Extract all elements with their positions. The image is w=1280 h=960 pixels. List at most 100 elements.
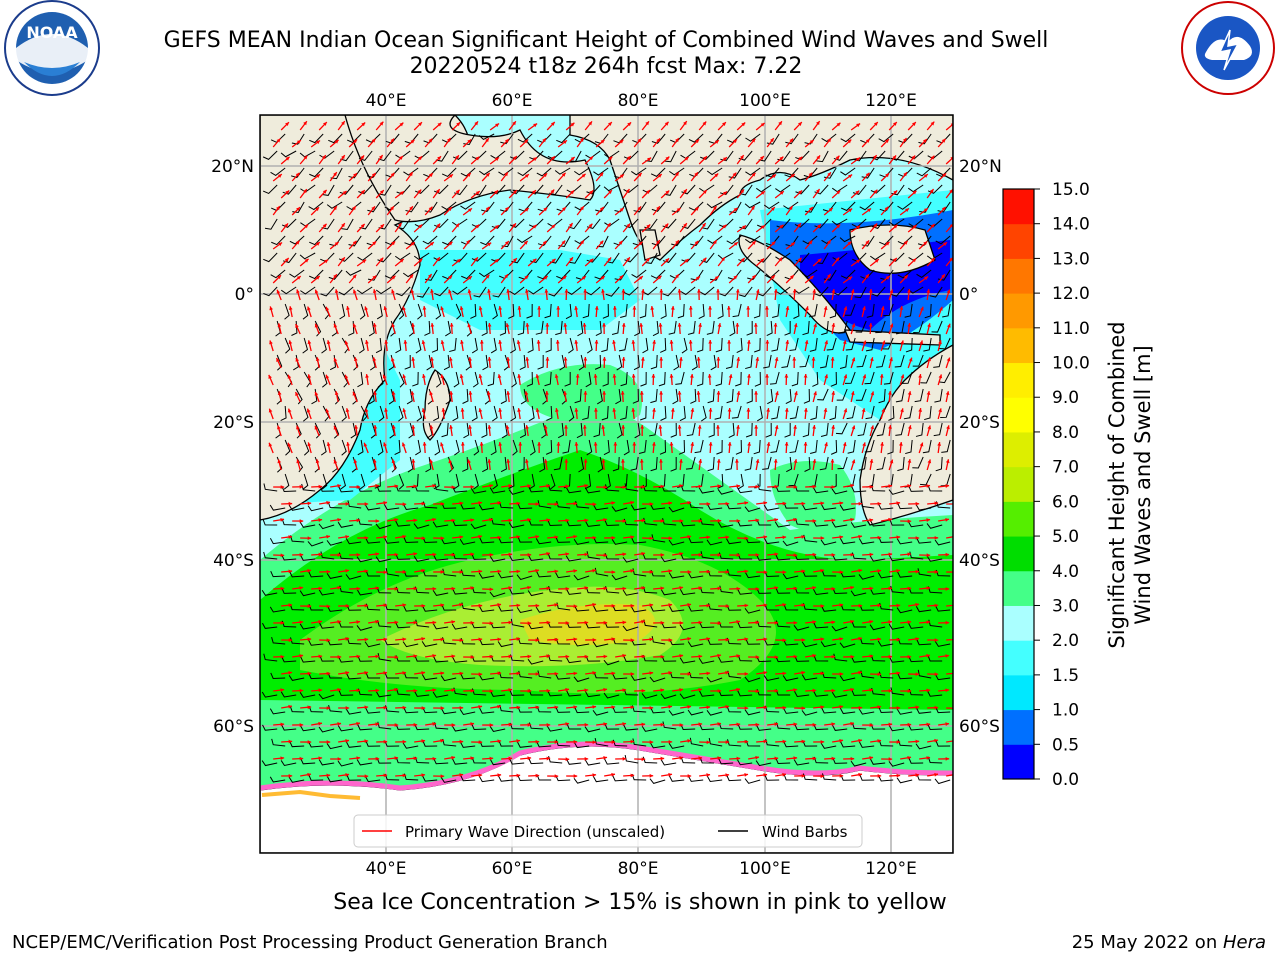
wind-barb (516, 607, 533, 613)
wave-arrow-head (668, 569, 673, 574)
wind-barb (839, 538, 856, 545)
wave-arrow-head (326, 442, 331, 447)
wave-arrow-head (550, 189, 555, 194)
lat-ticks-left: 20°N 0° 20°S 40°S 60°S (211, 157, 254, 737)
wave-arrow-head (945, 620, 950, 625)
wave-arrow-head (535, 739, 540, 744)
wind-barb (364, 641, 381, 648)
wave-arrow-head (619, 174, 624, 178)
wave-arrow-head (831, 722, 836, 727)
wave-arrow (946, 740, 953, 743)
wind-barb (553, 456, 563, 471)
wind-barb (289, 235, 305, 245)
wave-arrow-head (641, 654, 646, 659)
wave-arrow-head (440, 536, 445, 541)
wave-arrow-head (877, 535, 882, 540)
wave-arrow-head (773, 459, 778, 463)
wave-arrow-head (867, 208, 872, 213)
wind-barb (595, 201, 609, 213)
wave-arrow-head (417, 189, 422, 194)
colorbar-tick-label: 15.0 (1052, 180, 1090, 200)
wind-barb (535, 538, 552, 545)
wind-barb (878, 775, 894, 782)
wind-barb (789, 337, 799, 352)
wave-arrow-head (478, 534, 483, 539)
wind-barb (782, 573, 799, 580)
wind-barb (528, 554, 544, 561)
wave-arrow-head (422, 442, 427, 446)
wave-arrow-head (888, 484, 893, 489)
wave-arrow-head (276, 206, 280, 211)
wave-arrow-head (451, 586, 456, 591)
wave-arrow-head (668, 705, 673, 709)
wave-arrow-head (817, 258, 822, 263)
wind-barb (574, 388, 582, 404)
wind-barb (717, 488, 734, 495)
wave-arrow-head (949, 223, 953, 228)
wave-arrow-head (517, 374, 522, 378)
wave-arrow-head (687, 774, 692, 778)
wind-barb (737, 654, 753, 662)
wave-arrow-head (803, 374, 808, 378)
wave-arrow-head (372, 459, 377, 463)
wave-arrow-head (824, 442, 828, 447)
wave-arrow-head (322, 189, 327, 194)
wave-arrow-head (744, 569, 749, 574)
wave-arrow-head (896, 535, 901, 540)
wind-barb (630, 504, 647, 511)
wind-barb (358, 184, 373, 195)
wave-arrow-head (888, 722, 893, 727)
wind-barb (376, 586, 392, 594)
wind-barb (377, 439, 384, 456)
wave-arrow-head (779, 191, 784, 195)
wind-barb (395, 520, 411, 527)
wave-arrow-head (337, 655, 342, 659)
wave-arrow-head (698, 687, 703, 692)
wind-barb (593, 167, 609, 176)
wind-barb (453, 371, 460, 388)
wave-arrow-head (307, 705, 312, 710)
wave-arrow-head (536, 340, 541, 344)
wave-arrow-head (516, 671, 521, 676)
wave-arrow-head (778, 121, 782, 126)
wind-barb (309, 133, 324, 144)
wave-arrow-head (467, 276, 472, 280)
wind-barb (783, 741, 799, 748)
wave-arrow-head (679, 756, 684, 760)
wind-barb (622, 589, 639, 596)
wind-barb (492, 286, 506, 298)
wind-barb (368, 388, 375, 405)
wind-barb (916, 707, 932, 714)
wind-barb (445, 388, 452, 405)
wave-arrow-head (413, 722, 418, 727)
wind-barb (840, 741, 856, 748)
wind-barb (916, 537, 932, 544)
wind-barb (482, 354, 489, 371)
wave-arrow-head (613, 442, 618, 446)
wind-barb (309, 167, 324, 178)
wave-arrow-head (812, 722, 817, 727)
wind-barb (412, 371, 419, 387)
wave-arrow-head (470, 552, 475, 557)
wave-arrow-head (753, 323, 758, 327)
wind-barb (299, 590, 316, 597)
wave-arrow-head (766, 442, 771, 446)
lat-tick: 20°S (213, 413, 254, 433)
wave-arrow-head (689, 374, 694, 378)
wave-arrow-head (657, 275, 662, 280)
wave-arrow-head (440, 442, 444, 447)
wave-arrow-head (896, 740, 901, 744)
wave-arrow-head (581, 276, 586, 280)
wave-arrow-head (927, 357, 931, 362)
wind-barb (512, 439, 518, 456)
wind-barb (916, 269, 932, 278)
wave-arrow-head (881, 408, 886, 413)
wind-barb (326, 540, 343, 546)
wind-barb (340, 473, 347, 490)
wave-arrow-head (356, 485, 361, 489)
wind-barb (757, 483, 772, 492)
wave-arrow-head (467, 139, 472, 144)
wave-arrow-head (793, 323, 798, 328)
wave-arrow-head (721, 257, 725, 262)
wind-barb (802, 269, 818, 278)
